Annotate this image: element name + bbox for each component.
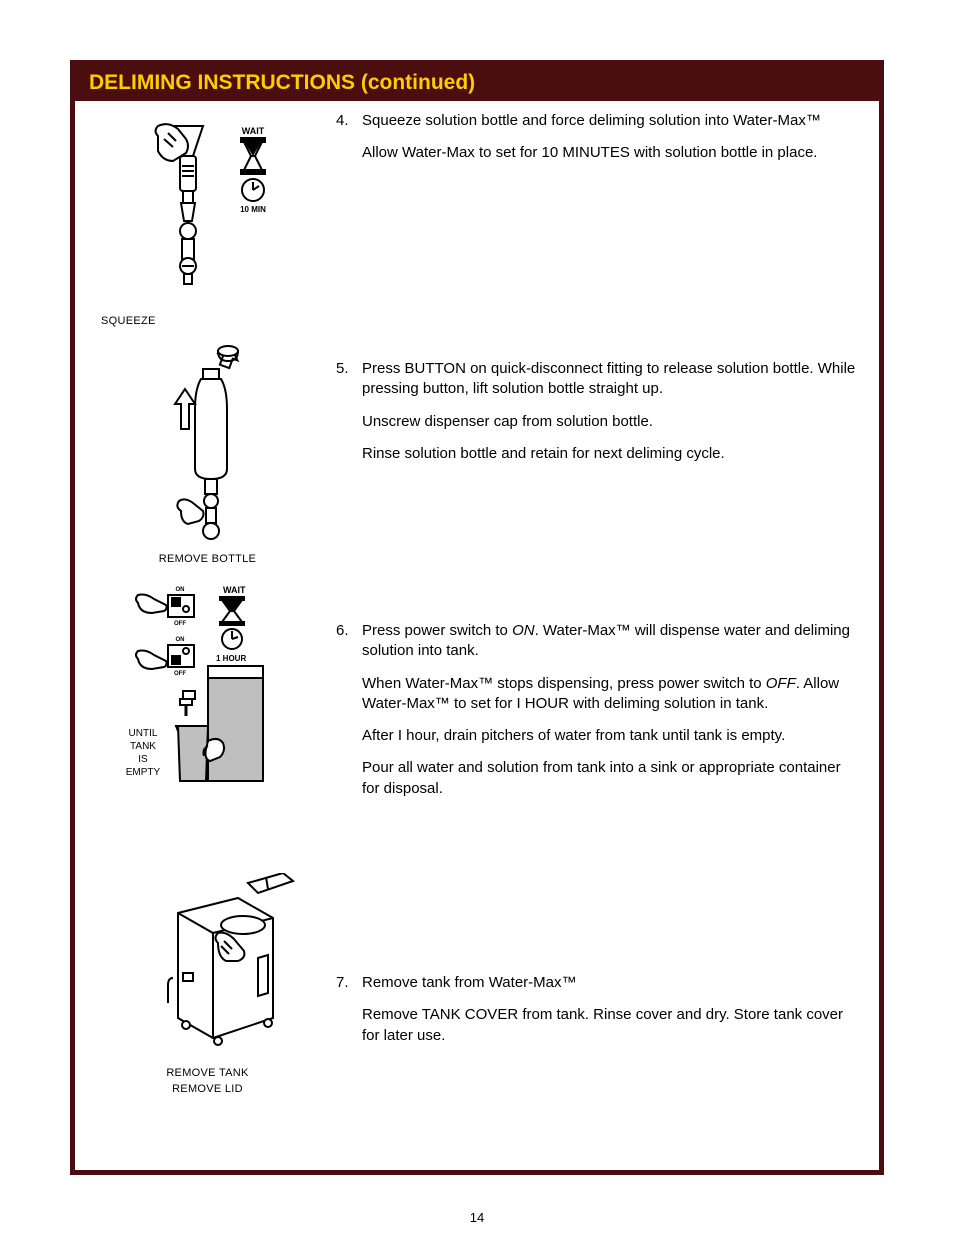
remove-bottle-caption: REMOVE BOTTLE — [95, 553, 320, 565]
figure-6: WAIT 1 HOUR ON — [95, 581, 320, 851]
time-label: 10 MIN — [240, 205, 266, 214]
step-6: 6. Press power switch to ON. Water-Max™ … — [330, 621, 859, 811]
step-5-number: 5. — [330, 359, 362, 476]
content-frame: DELIMING INSTRUCTIONS (continued) — [70, 60, 884, 1175]
step-4-row: WAIT 10 MIN SQUEEZE — [95, 111, 859, 327]
svg-text:IS: IS — [138, 754, 148, 765]
svg-text:ON: ON — [175, 587, 184, 593]
remove-tank-caption2: REMOVE LID — [95, 1083, 320, 1095]
step-5-body: Press BUTTON on quick-disconnect fitting… — [362, 359, 859, 476]
step-5-text: 5. Press BUTTON on quick-disconnect fitt… — [320, 339, 859, 490]
step-6-p2a: When Water-Max™ stops dispensing, press … — [362, 675, 766, 692]
figure-5: REMOVE BOTTLE — [95, 339, 320, 565]
step-6-number: 6. — [330, 621, 362, 811]
step-6-off: OFF — [766, 675, 796, 692]
section-header: DELIMING INSTRUCTIONS (continued) — [75, 65, 879, 101]
step-4-p1: Squeeze solution bottle and force delimi… — [362, 111, 859, 131]
step-6-body: Press power switch to ON. Water-Max™ wil… — [362, 621, 859, 811]
step-7-number: 7. — [330, 973, 362, 1058]
step-4-p2: Allow Water-Max to set for 10 MINUTES wi… — [362, 143, 859, 163]
step-7-body: Remove tank from Water-Max™ Remove TANK … — [362, 973, 859, 1058]
step-5-row: REMOVE BOTTLE 5. Press BUTTON on quick-d… — [95, 339, 859, 569]
svg-text:EMPTY: EMPTY — [125, 767, 160, 778]
step-4: 4. Squeeze solution bottle and force del… — [330, 111, 859, 176]
svg-text:TANK: TANK — [130, 741, 156, 752]
step-6-on: ON — [512, 622, 535, 639]
svg-text:UNTIL: UNTIL — [128, 728, 157, 739]
step-5-p2: Unscrew dispenser cap from solution bott… — [362, 412, 859, 432]
svg-text:OFF: OFF — [174, 671, 186, 677]
squeeze-bottle-icon: WAIT 10 MIN — [118, 111, 298, 311]
step-6-text: 6. Press power switch to ON. Water-Max™ … — [320, 581, 859, 825]
step-6-p2: When Water-Max™ stops dispensing, press … — [362, 674, 859, 715]
page-number: 14 — [0, 1210, 954, 1225]
step-6-p1a: Press power switch to — [362, 622, 512, 639]
step-4-body: Squeeze solution bottle and force delimi… — [362, 111, 859, 176]
step-4-number: 4. — [330, 111, 362, 176]
step-5-p3: Rinse solution bottle and retain for nex… — [362, 444, 859, 464]
step-4-text: 4. Squeeze solution bottle and force del… — [320, 111, 859, 190]
step-7-row: REMOVE TANK REMOVE LID 7. Remove tank fr… — [95, 873, 859, 1095]
svg-text:WAIT: WAIT — [223, 585, 246, 595]
step-7-text: 7. Remove tank from Water-Max™ Remove TA… — [320, 873, 859, 1072]
step-5-p1: Press BUTTON on quick-disconnect fitting… — [362, 359, 859, 400]
remove-tank-icon — [118, 873, 298, 1063]
svg-text:1 HOUR: 1 HOUR — [216, 654, 246, 663]
step-7-p1: Remove tank from Water-Max™ — [362, 973, 859, 993]
step-7-p2: Remove TANK COVER from tank. Rinse cover… — [362, 1005, 859, 1046]
remove-bottle-icon — [133, 339, 283, 549]
wait-label: WAIT — [241, 126, 264, 136]
svg-text:OFF: OFF — [174, 621, 186, 627]
step-6-p3: After I hour, drain pitchers of water fr… — [362, 726, 859, 746]
step-6-p1: Press power switch to ON. Water-Max™ wil… — [362, 621, 859, 662]
step-5: 5. Press BUTTON on quick-disconnect fitt… — [330, 359, 859, 476]
power-switch-tank-icon: WAIT 1 HOUR ON — [108, 581, 308, 851]
figure-4: WAIT 10 MIN SQUEEZE — [95, 111, 320, 327]
remove-tank-caption1: REMOVE TANK — [95, 1067, 320, 1079]
page: DELIMING INSTRUCTIONS (continued) — [0, 0, 954, 1235]
squeeze-caption: SQUEEZE — [95, 315, 320, 327]
figure-7: REMOVE TANK REMOVE LID — [95, 873, 320, 1095]
content-area: WAIT 10 MIN SQUEEZE — [75, 101, 879, 1168]
svg-text:ON: ON — [175, 637, 184, 643]
step-6-row: WAIT 1 HOUR ON — [95, 581, 859, 861]
step-7: 7. Remove tank from Water-Max™ Remove TA… — [330, 973, 859, 1058]
section-title: DELIMING INSTRUCTIONS (continued) — [89, 71, 475, 94]
step-6-p4: Pour all water and solution from tank in… — [362, 758, 859, 799]
